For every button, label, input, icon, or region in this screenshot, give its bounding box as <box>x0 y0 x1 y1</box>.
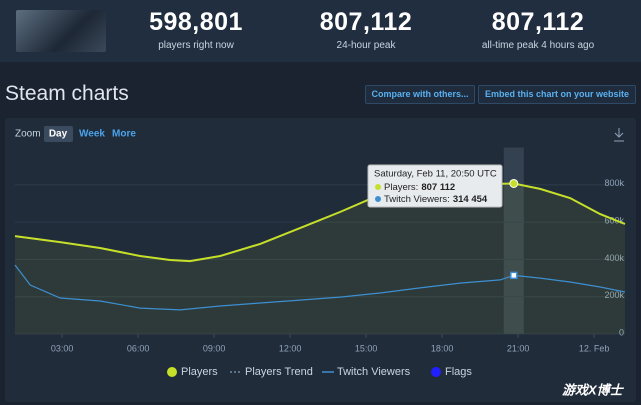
y-tick-label: 200k <box>604 290 624 300</box>
stat-value: 807,112 <box>319 8 413 36</box>
legend-label[interactable]: Players Trend <box>245 366 313 378</box>
stat-label: players right now <box>158 40 234 51</box>
x-tick-label: 06:00 <box>127 343 150 353</box>
stat-value: 598,801 <box>149 8 243 36</box>
line <box>14 182 626 263</box>
zoom-active <box>44 126 73 142</box>
tooltip-name: Players: <box>384 182 418 193</box>
header: 598,801 players right now 807,112 24-hour … <box>0 0 641 62</box>
area <box>15 183 625 334</box>
x-tick-label: 18:00 <box>431 343 454 353</box>
tooltip-name: Twitch Viewers: <box>384 194 450 205</box>
x-tick-label: 03:00 <box>51 343 74 353</box>
section-title: Steam charts <box>5 82 129 105</box>
line <box>14 264 626 311</box>
stat-label: all-time peak 4 hours ago <box>481 40 595 51</box>
legend-swatch <box>167 367 177 377</box>
legend-label[interactable]: Flags <box>445 366 472 378</box>
game-logo <box>16 10 106 52</box>
x-tick-label: 12. Feb <box>579 343 610 353</box>
y-tick-label: 400k <box>604 253 624 263</box>
x-tick-label: 12:00 <box>279 343 302 353</box>
stat: 807,112 all-time peak 4 hours ago <box>458 8 618 51</box>
hover-column <box>503 147 524 334</box>
x-tick-label: 21:00 <box>507 343 530 353</box>
zoom-option[interactable]: Week <box>79 129 105 140</box>
tooltip-value: 314 454 <box>453 194 488 205</box>
chart-panel <box>5 118 636 402</box>
stat-value: 807,112 <box>491 8 585 36</box>
zoom-option[interactable]: More <box>112 129 136 140</box>
legend-label[interactable]: Twitch Viewers <box>337 366 411 378</box>
tooltip-title: Saturday, Feb 11, 20:50 UTC <box>374 169 497 180</box>
zoom-option[interactable]: Day <box>49 129 68 140</box>
y-tick-label: 0 <box>619 327 624 337</box>
embed-button[interactable]: Embed this chart on your website <box>478 85 636 104</box>
legend-label[interactable]: Players <box>181 366 218 378</box>
zoom-label: Zoom <box>15 129 41 140</box>
x-tick-label: 15:00 <box>355 343 378 353</box>
tooltip-dot <box>375 184 381 190</box>
tooltip-row: Players: 807 112 <box>384 182 455 193</box>
tooltip-value: 807 112 <box>421 182 455 193</box>
tooltip-row: Twitch Viewers: 314 454 <box>384 194 488 205</box>
legend-swatch <box>431 367 441 377</box>
hover-point <box>509 178 519 188</box>
hover-point <box>510 271 518 280</box>
stat-label: 24-hour peak <box>336 40 396 51</box>
watermark: 游戏X博士 <box>562 382 625 397</box>
tooltip-dot <box>375 196 381 202</box>
stat: 598,801 players right now <box>116 8 276 51</box>
x-tick-label: 09:00 <box>203 343 226 353</box>
y-tick-label: 800k <box>604 178 624 188</box>
tooltip <box>367 164 503 208</box>
stat: 807,112 24-hour peak <box>286 8 446 51</box>
compare-button[interactable]: Compare with others... <box>365 85 475 104</box>
download-icon[interactable] <box>614 128 624 142</box>
